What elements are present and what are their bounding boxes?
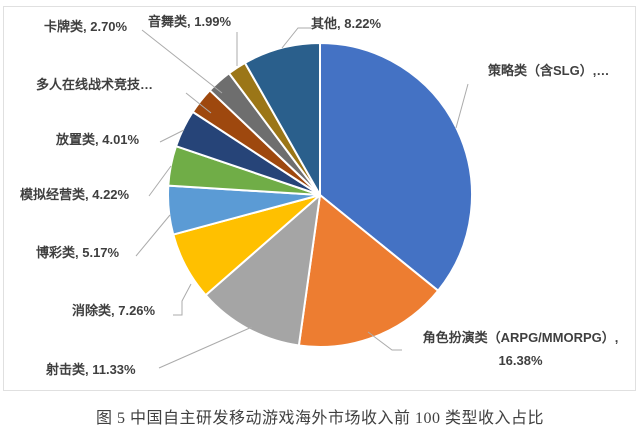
- pie-label-1: 策略类（含SLG）,…: [488, 63, 610, 78]
- pie-slice-2: [297, 194, 440, 348]
- leader-line-2: [367, 331, 402, 351]
- leader-line-11: [281, 27, 311, 49]
- pie-label-4: 消除类, 7.26%: [72, 303, 156, 318]
- leader-line-1: [455, 83, 469, 129]
- pie-label-2: 角色扮演类（ARPG/MMORPG）, 16.38%: [422, 330, 619, 369]
- pie-label-9: 卡牌类, 2.70%: [44, 19, 128, 34]
- pie-slice-1: [319, 42, 473, 292]
- leader-line-4: [173, 283, 192, 316]
- leader-line-7: [159, 129, 185, 143]
- leader-line-6: [148, 165, 172, 197]
- leader-line-8: [185, 92, 212, 114]
- pie-label-11: 其他, 8.22%: [311, 16, 382, 31]
- pie-label-3: 射击类, 11.33%: [46, 362, 136, 377]
- pie-label-8: 多人在线战术竞技…: [36, 77, 154, 92]
- figure-caption: 图 5 中国自主研发移动游戏海外市场收入前 100 类型收入占比: [95, 410, 544, 427]
- pie-slice-11: [243, 42, 321, 196]
- leader-line-3: [158, 326, 253, 369]
- pie-label-5: 博彩类, 5.17%: [36, 245, 120, 260]
- pie-label-6: 模拟经营类, 4.22%: [20, 187, 130, 202]
- pie-label-10: 音舞类, 1.99%: [148, 14, 232, 29]
- leader-line-5: [135, 214, 171, 257]
- leader-line-9: [141, 29, 223, 94]
- pie-label-7: 放置类, 4.01%: [56, 132, 140, 147]
